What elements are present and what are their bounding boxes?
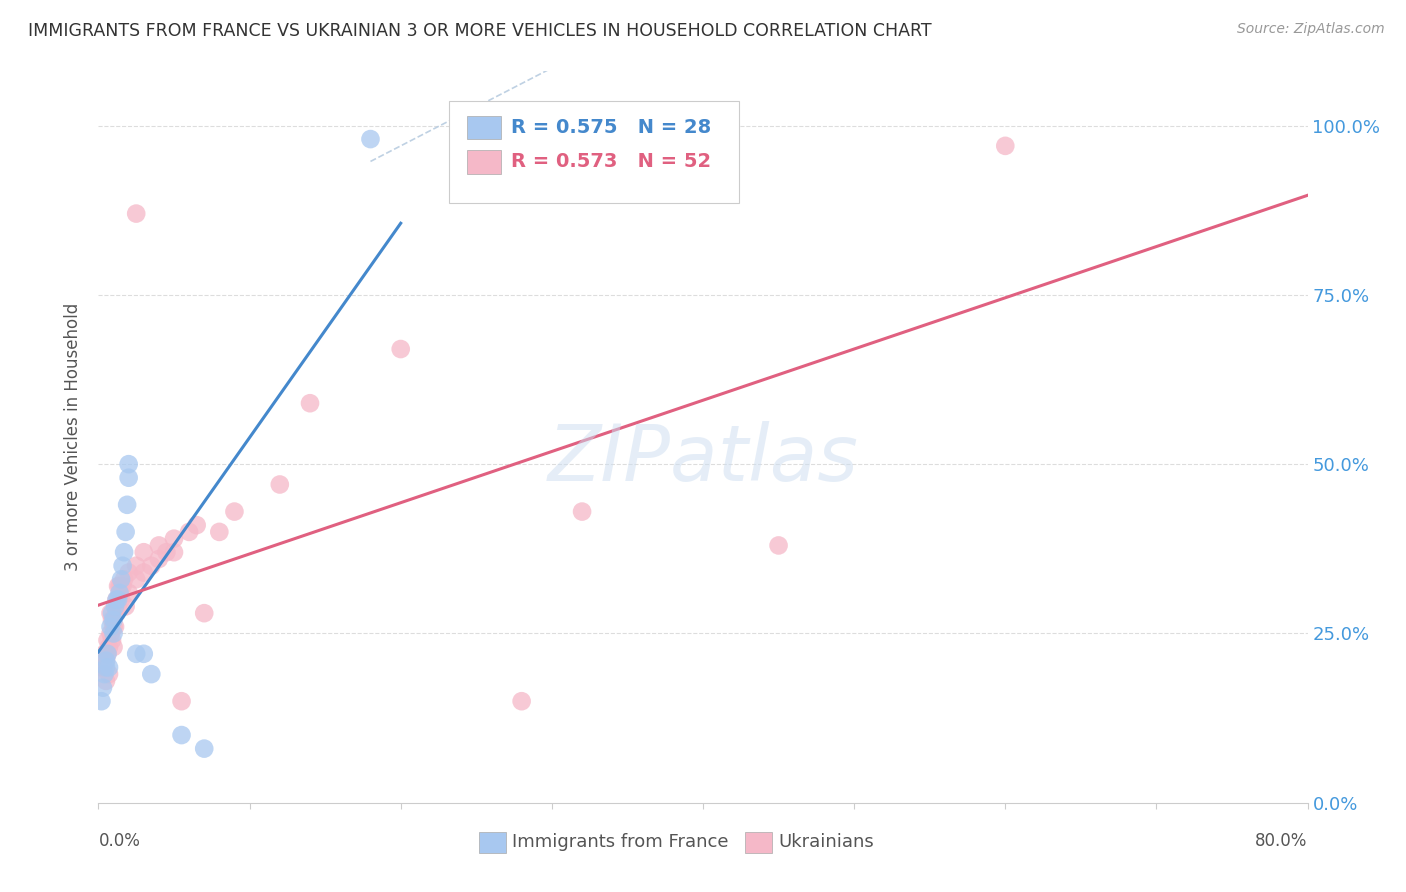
FancyBboxPatch shape [467, 116, 501, 139]
Point [103, 626, 125, 640]
Point [155, 545, 177, 559]
Point [125, 647, 148, 661]
Point [105, 606, 128, 620]
Point [103, 620, 125, 634]
Text: 80.0%: 80.0% [1256, 832, 1308, 850]
Point [93, 647, 115, 661]
FancyBboxPatch shape [449, 101, 740, 203]
Point [101, 613, 124, 627]
Point [103, 640, 125, 654]
Point [125, 206, 148, 220]
FancyBboxPatch shape [467, 151, 501, 174]
Point [90, 660, 112, 674]
Point [101, 606, 124, 620]
Point [96, 647, 118, 661]
Point [118, 457, 141, 471]
FancyBboxPatch shape [745, 832, 772, 853]
Point [94, 654, 117, 668]
Point [571, 505, 593, 519]
Text: Immigrants from France: Immigrants from France [512, 833, 728, 851]
Point [299, 396, 322, 410]
Text: ZIPatlas: ZIPatlas [547, 421, 859, 497]
Point [132, 647, 155, 661]
Text: 0.0%: 0.0% [98, 832, 141, 850]
Point [115, 498, 138, 512]
Point [148, 552, 170, 566]
Point [108, 579, 131, 593]
Point [141, 667, 163, 681]
Point [104, 620, 127, 634]
Point [103, 613, 125, 627]
Point [112, 545, 135, 559]
Point [94, 673, 117, 688]
Y-axis label: 3 or more Vehicles in Household: 3 or more Vehicles in Household [65, 303, 83, 571]
Point [110, 592, 132, 607]
Point [107, 579, 129, 593]
Point [118, 586, 141, 600]
Point [100, 626, 122, 640]
Point [114, 524, 136, 539]
Point [179, 524, 201, 539]
Point [360, 132, 382, 146]
Point [101, 633, 124, 648]
Point [94, 660, 117, 674]
Point [170, 728, 193, 742]
Point [118, 471, 141, 485]
Point [768, 538, 790, 552]
Point [112, 572, 135, 586]
Point [96, 633, 118, 648]
Point [107, 592, 129, 607]
Text: R = 0.573   N = 52: R = 0.573 N = 52 [510, 152, 711, 171]
Point [132, 545, 155, 559]
Text: Source: ZipAtlas.com: Source: ZipAtlas.com [1237, 22, 1385, 37]
Point [148, 538, 170, 552]
Point [125, 558, 148, 573]
Point [90, 694, 112, 708]
Point [93, 667, 115, 681]
Point [100, 620, 122, 634]
Point [118, 566, 141, 580]
Point [269, 477, 291, 491]
Text: Ukrainians: Ukrainians [778, 833, 873, 851]
Point [208, 524, 231, 539]
Point [98, 667, 121, 681]
Point [125, 572, 148, 586]
Point [186, 518, 208, 533]
Point [111, 579, 134, 593]
Point [132, 566, 155, 580]
Point [224, 505, 246, 519]
Point [107, 599, 129, 614]
Point [114, 599, 136, 614]
Point [163, 532, 186, 546]
Text: IMMIGRANTS FROM FRANCE VS UKRAINIAN 3 OR MORE VEHICLES IN HOUSEHOLD CORRELATION : IMMIGRANTS FROM FRANCE VS UKRAINIAN 3 OR… [28, 22, 932, 40]
Text: R = 0.575   N = 28: R = 0.575 N = 28 [510, 118, 711, 137]
Point [105, 592, 128, 607]
Point [110, 579, 132, 593]
Point [193, 606, 215, 620]
Point [111, 558, 134, 573]
Point [170, 694, 193, 708]
Point [104, 599, 127, 614]
FancyBboxPatch shape [479, 832, 506, 853]
Point [108, 586, 131, 600]
Point [100, 606, 122, 620]
Point [98, 660, 121, 674]
Point [994, 139, 1017, 153]
Point [96, 647, 118, 661]
Point [110, 572, 132, 586]
Point [389, 342, 412, 356]
Point [141, 558, 163, 573]
Point [98, 640, 121, 654]
Point [91, 681, 114, 695]
Point [510, 694, 533, 708]
Point [163, 545, 186, 559]
Point [91, 660, 114, 674]
Point [94, 654, 117, 668]
Point [105, 592, 128, 607]
Point [193, 741, 215, 756]
